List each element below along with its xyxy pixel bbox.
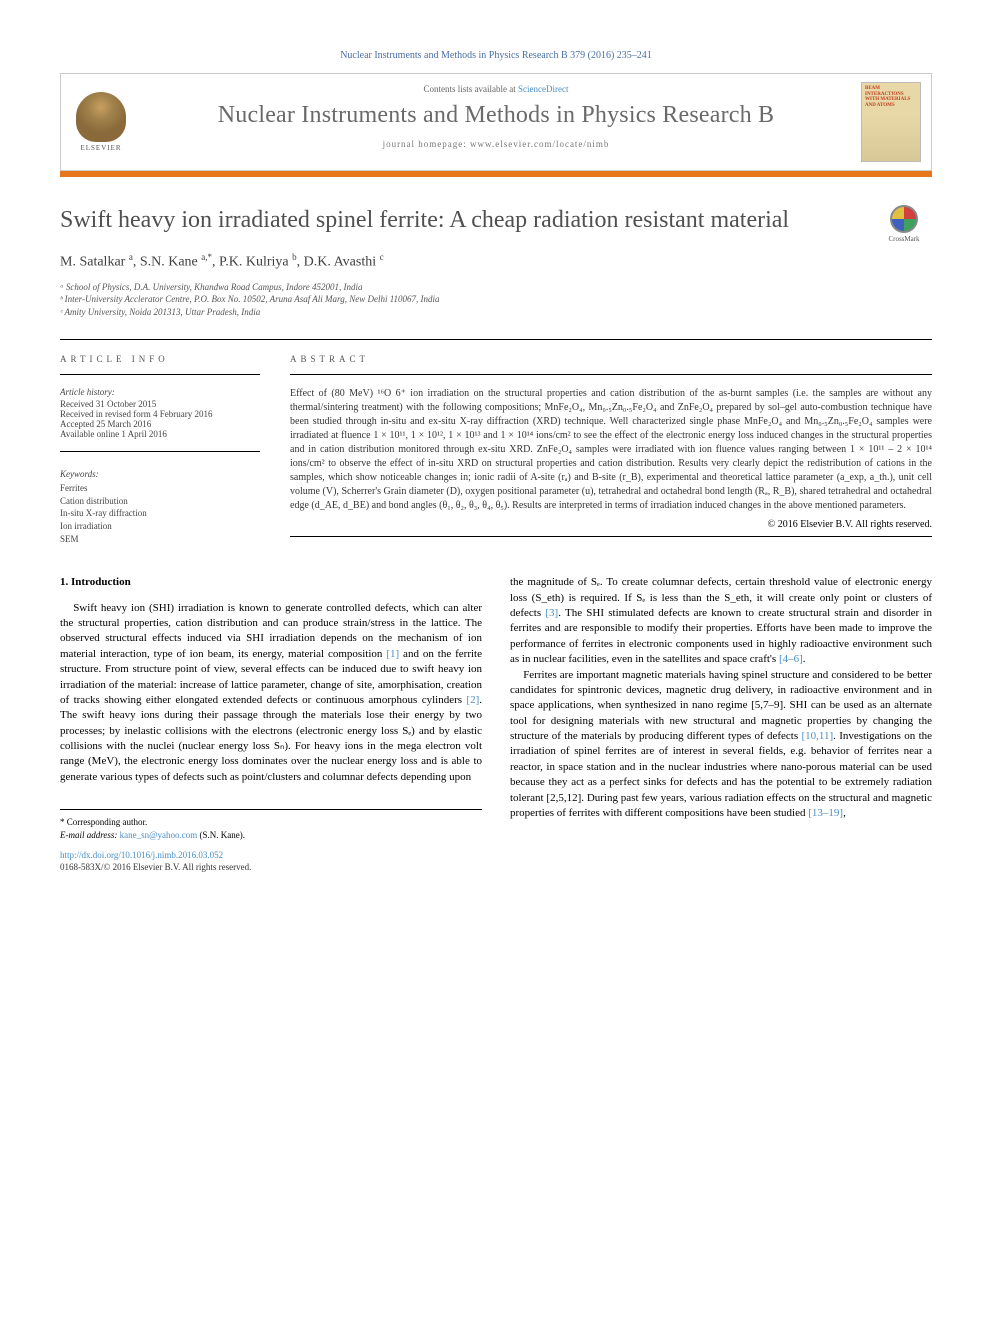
crossmark-icon bbox=[890, 205, 918, 233]
history-block: Article history: Received 31 October 201… bbox=[60, 387, 260, 452]
homepage-prefix: journal homepage: bbox=[383, 139, 470, 149]
footer-block: * Corresponding author. E-mail address: … bbox=[60, 809, 482, 841]
email-suffix: (S.N. Kane). bbox=[197, 830, 245, 840]
history-online: Available online 1 April 2016 bbox=[60, 429, 260, 439]
body-columns: 1. Introduction Swift heavy ion (SHI) ir… bbox=[60, 575, 932, 841]
keyword-2: In-situ X-ray diffraction bbox=[60, 507, 260, 520]
crossmark-label: CrossMark bbox=[876, 235, 932, 243]
history-label: Article history: bbox=[60, 387, 260, 397]
article-info-heading: ARTICLE INFO bbox=[60, 354, 260, 364]
keyword-1: Cation distribution bbox=[60, 495, 260, 508]
title-row: Swift heavy ion irradiated spinel ferrit… bbox=[60, 205, 932, 252]
history-revised: Received in revised form 4 February 2016 bbox=[60, 409, 260, 419]
body-p1: Swift heavy ion (SHI) irradiation is kno… bbox=[60, 601, 482, 786]
elsevier-tree-icon bbox=[76, 92, 126, 142]
history-received: Received 31 October 2015 bbox=[60, 399, 260, 409]
body-col-right: the magnitude of Sₑ. To create columnar … bbox=[510, 575, 932, 841]
abstract-col: ABSTRACT Effect of (80 MeV) ¹⁶O 6⁺ ion i… bbox=[290, 354, 932, 546]
info-divider-1 bbox=[60, 374, 260, 375]
keyword-0: Ferrites bbox=[60, 482, 260, 495]
abstract-copyright: © 2016 Elsevier B.V. All rights reserved… bbox=[290, 519, 932, 530]
keywords-label: Keywords: bbox=[60, 468, 260, 481]
sciencedirect-link[interactable]: ScienceDirect bbox=[518, 84, 568, 94]
body-col-left: 1. Introduction Swift heavy ion (SHI) ir… bbox=[60, 575, 482, 841]
section-1-heading: 1. Introduction bbox=[60, 575, 482, 590]
history-accepted: Accepted 25 March 2016 bbox=[60, 419, 260, 429]
abstract-bottom-rule bbox=[290, 536, 932, 537]
affiliations: ᵃ School of Physics, D.A. University, Kh… bbox=[60, 281, 932, 319]
affiliation-a: ᵃ School of Physics, D.A. University, Kh… bbox=[60, 281, 932, 294]
affiliation-c: ᶜ Amity University, Noida 201313, Uttar … bbox=[60, 306, 932, 319]
authors-line: M. Satalkar a, S.N. Kane a,*, P.K. Kulri… bbox=[60, 252, 932, 271]
email-label: E-mail address: bbox=[60, 830, 120, 840]
header-center: Contents lists available at ScienceDirec… bbox=[141, 74, 851, 170]
email-link[interactable]: kane_sn@yahoo.com bbox=[120, 830, 198, 840]
header-citation: Nuclear Instruments and Methods in Physi… bbox=[60, 50, 932, 61]
journal-homepage: journal homepage: www.elsevier.com/locat… bbox=[141, 139, 851, 149]
page-footer: http://dx.doi.org/10.1016/j.nimb.2016.03… bbox=[60, 847, 932, 872]
article-title: Swift heavy ion irradiated spinel ferrit… bbox=[60, 205, 856, 236]
issn-copyright: 0168-583X/© 2016 Elsevier B.V. All right… bbox=[60, 862, 932, 872]
contents-prefix: Contents lists available at bbox=[424, 84, 518, 94]
cover-cell: BEAM INTERACTIONS WITH MATERIALS AND ATO… bbox=[851, 74, 931, 170]
corresponding-author: * Corresponding author. bbox=[60, 816, 482, 829]
body-p2: the magnitude of Sₑ. To create columnar … bbox=[510, 575, 932, 667]
journal-cover-thumb[interactable]: BEAM INTERACTIONS WITH MATERIALS AND ATO… bbox=[861, 82, 921, 162]
body-p3: Ferrites are important magnetic material… bbox=[510, 668, 932, 822]
abstract-text: Effect of (80 MeV) ¹⁶O 6⁺ ion irradiatio… bbox=[290, 387, 932, 513]
affiliation-b: ᵇ Inter-University Acclerator Centre, P.… bbox=[60, 293, 932, 306]
keyword-3: Ion irradiation bbox=[60, 520, 260, 533]
contents-line: Contents lists available at ScienceDirec… bbox=[141, 84, 851, 94]
abstract-divider bbox=[290, 374, 932, 375]
publisher-name: ELSEVIER bbox=[80, 144, 121, 152]
crossmark-widget[interactable]: CrossMark bbox=[876, 205, 932, 243]
orange-divider bbox=[60, 171, 932, 177]
cover-text: BEAM INTERACTIONS WITH MATERIALS AND ATO… bbox=[865, 86, 917, 108]
info-abstract-row: ARTICLE INFO Article history: Received 3… bbox=[60, 339, 932, 546]
journal-name: Nuclear Instruments and Methods in Physi… bbox=[141, 102, 851, 129]
header-box: ELSEVIER Contents lists available at Sci… bbox=[60, 73, 932, 171]
keyword-4: SEM bbox=[60, 533, 260, 546]
doi-link[interactable]: http://dx.doi.org/10.1016/j.nimb.2016.03… bbox=[60, 850, 223, 860]
page-root: Nuclear Instruments and Methods in Physi… bbox=[0, 0, 992, 922]
email-line: E-mail address: kane_sn@yahoo.com (S.N. … bbox=[60, 829, 482, 842]
homepage-url[interactable]: www.elsevier.com/locate/nimb bbox=[470, 139, 609, 149]
keywords-block: Keywords: Ferrites Cation distribution I… bbox=[60, 468, 260, 546]
elsevier-logo[interactable]: ELSEVIER bbox=[76, 92, 126, 152]
publisher-logo-cell: ELSEVIER bbox=[61, 74, 141, 170]
abstract-heading: ABSTRACT bbox=[290, 354, 932, 364]
article-info-col: ARTICLE INFO Article history: Received 3… bbox=[60, 354, 260, 546]
